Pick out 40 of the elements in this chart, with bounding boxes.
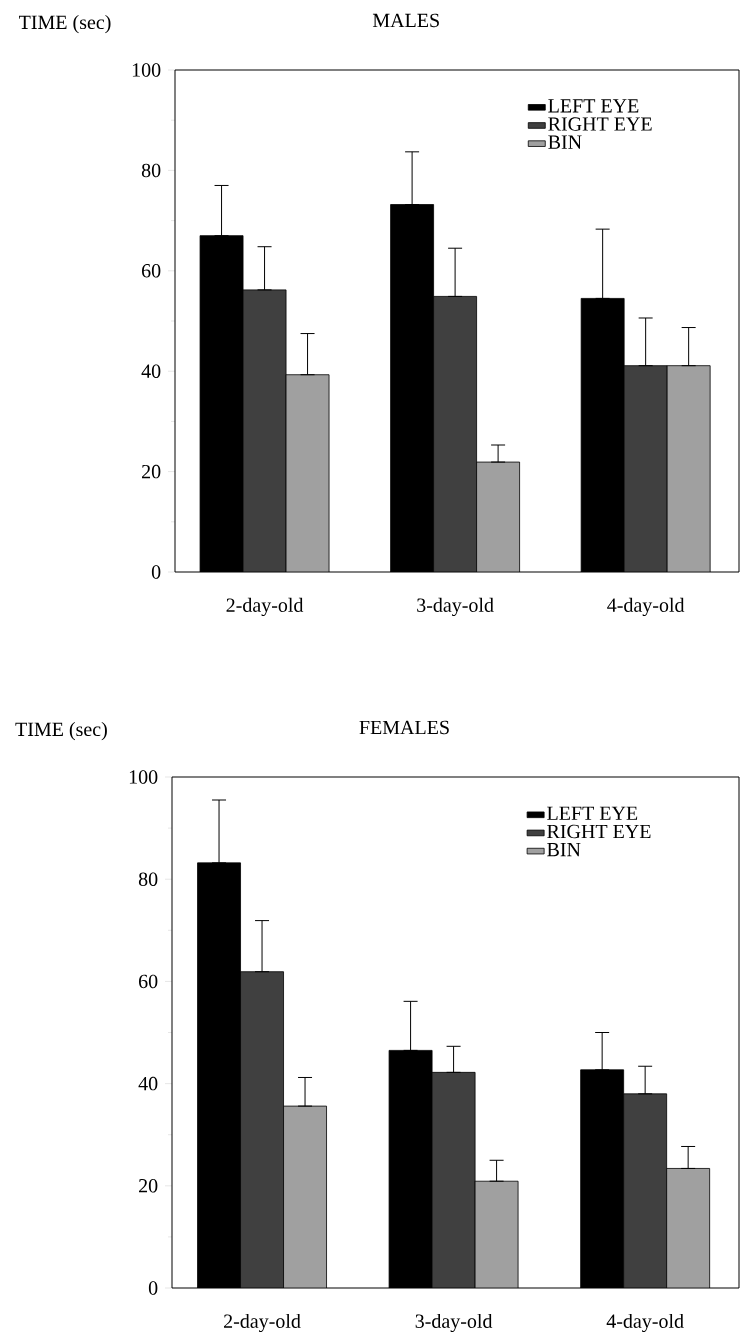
- y-tick-label: 80: [141, 163, 161, 178]
- y-tick-label: 0: [148, 1281, 158, 1295]
- y-tick-label: 60: [141, 264, 161, 278]
- chart-title: MALES: [372, 13, 439, 28]
- y-tick-label: 0: [151, 565, 161, 579]
- y-tick-label: 80: [138, 872, 158, 886]
- x-tick-label: 4-day-old: [606, 1313, 684, 1333]
- bar: [666, 1168, 711, 1289]
- bar: [623, 1093, 668, 1289]
- bar: [666, 365, 711, 573]
- bar: [474, 1180, 519, 1289]
- y-tick-label: 100: [129, 770, 158, 784]
- bar: [476, 461, 520, 573]
- bar: [623, 365, 668, 573]
- legend-label: LEFT EYE: [547, 806, 638, 820]
- x-tick-label: 2-day-old: [224, 1313, 301, 1333]
- bar: [433, 296, 477, 573]
- y-tick-label: 100: [132, 63, 161, 77]
- y-tick-label: 40: [138, 1076, 158, 1091]
- legend-label: RIGHT EYE: [547, 824, 651, 839]
- bar: [242, 289, 287, 573]
- y-tick-label: 20: [139, 1179, 158, 1193]
- x-tick-label: 3-day-old: [415, 1313, 493, 1333]
- y-axis-title: TIME (sec): [19, 15, 111, 34]
- bar: [283, 1105, 327, 1289]
- legend-label: RIGHT EYE: [548, 117, 652, 131]
- y-tick-label: 60: [138, 974, 158, 989]
- bar: [240, 971, 284, 1289]
- legend-label: LEFT EYE: [548, 99, 639, 113]
- chart-title: FEMALES: [359, 720, 449, 735]
- legend-label: BIN: [547, 843, 581, 857]
- legend-label: BIN: [548, 135, 582, 149]
- y-tick-label: 20: [142, 464, 161, 479]
- x-tick-label: 2-day-old: [226, 597, 304, 617]
- y-tick-label: 40: [141, 364, 161, 378]
- bar: [431, 1071, 476, 1289]
- x-tick-label: 4-day-old: [607, 597, 685, 617]
- y-axis-title: TIME (sec): [15, 722, 107, 741]
- x-tick-label: 3-day-old: [417, 597, 494, 617]
- bar: [285, 374, 330, 573]
